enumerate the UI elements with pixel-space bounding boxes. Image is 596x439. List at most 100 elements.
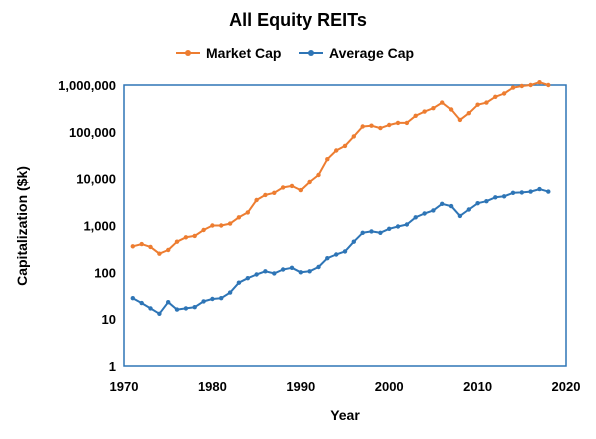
data-point-market-cap [254, 197, 259, 203]
data-point-market-cap [546, 82, 551, 88]
series-line-market-cap [132, 81, 549, 255]
data-point-market-cap [210, 223, 215, 228]
data-point-market-cap [272, 190, 277, 195]
data-point-average-cap [369, 229, 374, 234]
data-point-market-cap [395, 120, 401, 126]
legend: Market Cap Average Cap [176, 45, 414, 61]
data-point-average-cap [166, 300, 171, 305]
data-point-market-cap [325, 157, 330, 162]
x-axis-ticks: 1970 1980 1990 2000 2010 2020 [110, 379, 581, 394]
data-point-market-cap [192, 233, 197, 239]
x-tick-label: 1990 [286, 379, 315, 394]
data-point-average-cap [528, 189, 533, 194]
data-point-average-cap [325, 256, 330, 261]
data-point-market-cap [510, 85, 516, 90]
y-tick-label: 100,000 [69, 125, 116, 140]
data-point-average-cap [210, 296, 215, 302]
data-point-market-cap [130, 244, 135, 249]
data-point-average-cap [183, 306, 189, 311]
x-tick-label: 2000 [375, 379, 404, 394]
data-point-market-cap [537, 80, 542, 85]
data-point-average-cap [219, 296, 224, 301]
data-point-market-cap [166, 247, 171, 253]
data-point-average-cap [493, 195, 498, 200]
plot-area-border [123, 84, 567, 367]
legend-marker-average-cap [308, 50, 314, 56]
data-point-average-cap [395, 224, 401, 229]
data-point-market-cap [493, 94, 498, 100]
data-point-market-cap [236, 215, 242, 220]
data-point-market-cap [457, 117, 463, 123]
data-point-average-cap [448, 203, 454, 209]
data-point-market-cap [280, 185, 286, 190]
y-tick-label: 1,000 [83, 219, 116, 234]
data-point-market-cap [528, 82, 533, 88]
data-point-average-cap [351, 239, 356, 244]
data-point-average-cap [334, 252, 339, 257]
legend-label-average-cap: Average Cap [329, 45, 414, 61]
data-point-average-cap [519, 190, 524, 195]
legend-marker-market-cap [185, 50, 191, 56]
data-point-market-cap [404, 120, 410, 126]
y-tick-label: 100 [94, 265, 116, 280]
data-point-average-cap [546, 189, 551, 194]
data-point-average-cap [201, 299, 206, 304]
data-point-market-cap [183, 235, 189, 240]
series-line-average-cap [132, 188, 549, 315]
data-point-average-cap [440, 201, 445, 206]
data-point-market-cap [139, 241, 144, 247]
data-point-average-cap [501, 194, 507, 199]
y-tick-label: 10 [102, 312, 116, 327]
data-point-average-cap [431, 208, 436, 213]
data-point-market-cap [431, 106, 436, 111]
data-point-market-cap [157, 251, 162, 256]
data-point-market-cap [316, 172, 321, 178]
data-point-average-cap [298, 270, 303, 275]
data-point-average-cap [272, 271, 277, 276]
data-point-average-cap [537, 186, 542, 192]
data-point-market-cap [227, 221, 233, 226]
data-point-market-cap [334, 148, 339, 153]
data-point-market-cap [174, 239, 180, 244]
data-point-average-cap [263, 269, 268, 274]
data-point-market-cap [422, 109, 427, 114]
y-tick-label: 1,000,000 [58, 78, 116, 93]
data-point-market-cap [351, 134, 356, 139]
data-point-average-cap [130, 296, 135, 301]
data-point-market-cap [245, 210, 250, 215]
x-tick-label: 2010 [463, 379, 492, 394]
data-point-average-cap [360, 230, 365, 235]
data-point-average-cap [387, 226, 392, 231]
data-point-market-cap [440, 100, 445, 105]
data-point-market-cap [289, 183, 295, 189]
data-point-market-cap [219, 223, 224, 228]
data-point-average-cap [236, 280, 242, 285]
data-point-average-cap [192, 305, 197, 310]
data-point-average-cap [475, 201, 480, 206]
data-point-market-cap [519, 83, 524, 89]
data-point-market-cap [201, 227, 206, 233]
y-tick-label: 1 [109, 359, 116, 374]
x-tick-label: 2020 [552, 379, 581, 394]
series-layer [130, 80, 551, 316]
data-point-market-cap [307, 179, 312, 185]
data-point-average-cap [413, 215, 418, 220]
data-point-market-cap [466, 111, 471, 116]
data-point-market-cap [298, 187, 303, 193]
x-tick-label: 1980 [198, 379, 227, 394]
data-point-average-cap [227, 290, 233, 295]
data-point-average-cap [342, 249, 348, 254]
data-point-market-cap [378, 125, 383, 131]
x-axis-title: Year [330, 407, 360, 423]
data-point-average-cap [466, 207, 471, 212]
legend-item-average-cap: Average Cap [299, 45, 414, 61]
data-point-average-cap [139, 300, 144, 306]
data-point-market-cap [148, 244, 153, 250]
data-point-average-cap [254, 272, 259, 277]
data-point-market-cap [501, 91, 507, 96]
data-point-market-cap [387, 122, 392, 128]
data-point-average-cap [484, 199, 489, 204]
y-axis-ticks: 1 10 100 1,000 10,000 100,000 1,000,000 [58, 78, 116, 374]
y-tick-label: 10,000 [76, 172, 116, 187]
